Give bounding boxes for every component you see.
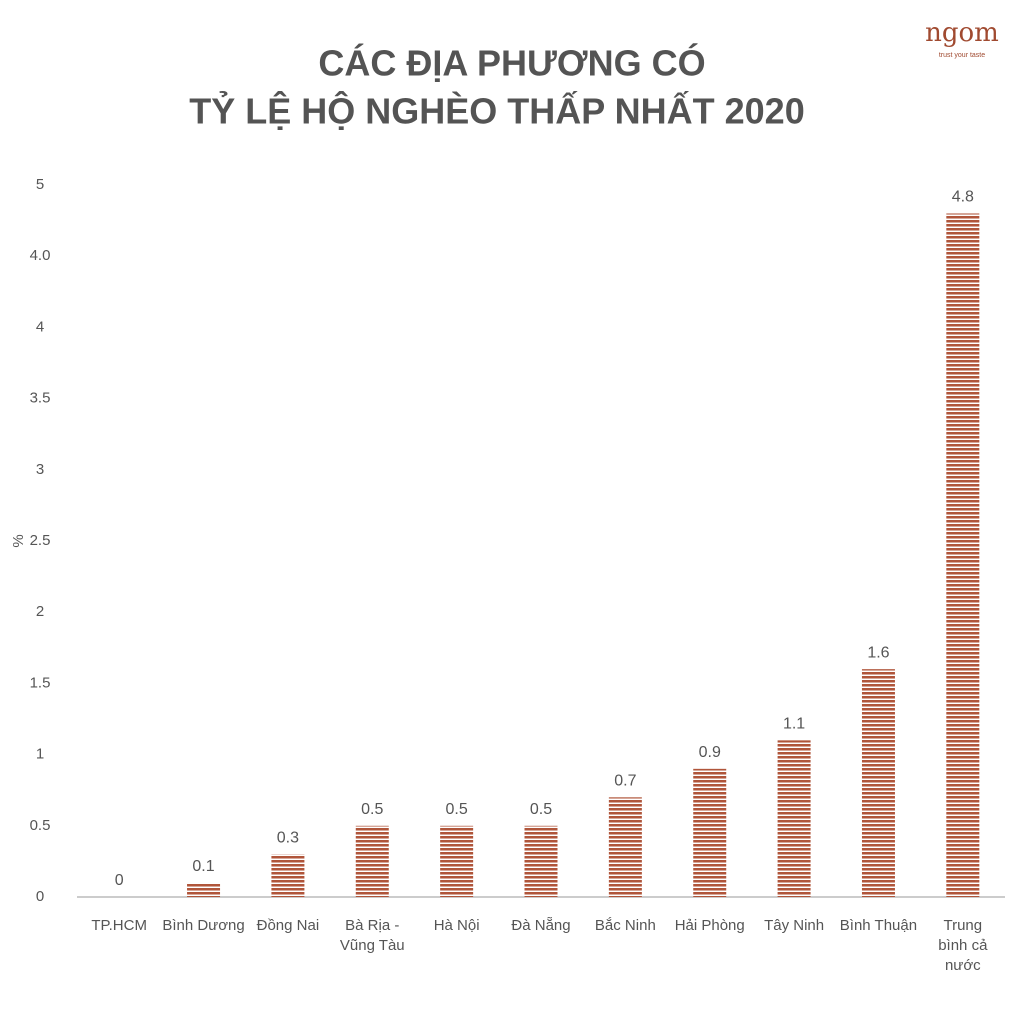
y-tick-label: 1.5 bbox=[30, 674, 51, 691]
y-tick-label: 0.5 bbox=[30, 817, 51, 834]
value-label: 0.7 bbox=[614, 773, 636, 790]
bar bbox=[777, 740, 811, 897]
bar bbox=[608, 797, 642, 897]
value-label: 1.1 bbox=[783, 716, 805, 733]
value-label: 4.8 bbox=[952, 189, 974, 206]
y-axis-label: % bbox=[10, 534, 27, 547]
x-tick-label: TP.HCM bbox=[91, 917, 147, 934]
value-label: 0.1 bbox=[192, 858, 214, 875]
x-tick-label: Bình Thuận bbox=[839, 917, 918, 934]
bar bbox=[440, 825, 474, 897]
logo: ngom bbox=[925, 18, 999, 48]
value-label: 0.9 bbox=[699, 744, 721, 761]
x-tick-label: Tây Ninh bbox=[764, 917, 825, 934]
value-label: 0.5 bbox=[446, 801, 468, 818]
logo-tagline: trust your taste bbox=[939, 52, 985, 59]
bar bbox=[861, 669, 895, 897]
y-tick-label: 3.5 bbox=[30, 390, 51, 407]
x-tick-label: Hà Nội bbox=[433, 917, 480, 934]
x-tick-label: Bình Dương bbox=[162, 917, 245, 934]
x-tick-label: Bà Rịa - Vũng Tàu bbox=[339, 917, 405, 954]
y-tick-label: 2 bbox=[36, 603, 44, 620]
value-label: 0.5 bbox=[361, 801, 383, 818]
y-tick-label: 0 bbox=[36, 888, 44, 905]
y-tick-label: 4.0 bbox=[30, 247, 51, 264]
bar bbox=[693, 768, 727, 897]
y-tick-label: 3 bbox=[36, 461, 44, 478]
chart-title: CÁC ĐỊA PHƯƠNG CÓ bbox=[318, 42, 705, 84]
y-tick-label: 4 bbox=[36, 318, 44, 335]
y-tick-label: 1 bbox=[36, 746, 44, 763]
bar bbox=[946, 213, 980, 898]
x-tick-label: Bắc Ninh bbox=[594, 917, 656, 934]
bar bbox=[524, 825, 558, 897]
bar bbox=[271, 854, 305, 897]
y-tick-label: 2.5 bbox=[30, 532, 51, 549]
bar bbox=[187, 882, 221, 897]
value-label: 0.3 bbox=[277, 829, 299, 846]
x-tick-label: Trung bình cả nước bbox=[938, 917, 988, 974]
x-tick-label: Đà Nẵng bbox=[511, 917, 571, 934]
bar bbox=[355, 825, 389, 897]
value-label: 0.5 bbox=[530, 801, 552, 818]
value-label: 0 bbox=[115, 872, 124, 889]
value-label: 1.6 bbox=[867, 644, 889, 661]
chart-title: TỶ LỆ HỘ NGHÈO THẤP NHẤT 2020 bbox=[189, 90, 804, 132]
x-tick-label: Hải Phòng bbox=[674, 917, 745, 934]
x-tick-label: Đồng Nai bbox=[256, 917, 320, 934]
y-tick-label: 5 bbox=[36, 176, 44, 193]
